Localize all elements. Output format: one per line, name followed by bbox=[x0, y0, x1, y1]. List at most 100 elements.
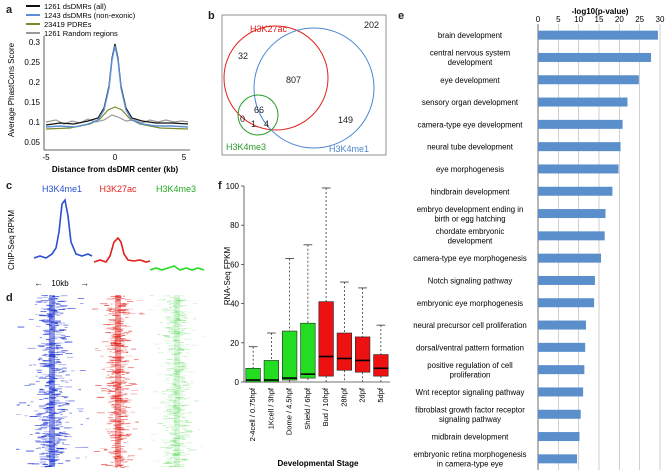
heatmap-cell bbox=[55, 323, 58, 325]
heatmap-cell bbox=[119, 409, 127, 411]
heatmap-cell bbox=[178, 392, 183, 394]
heatmap-cell bbox=[175, 333, 181, 334]
heatmap-cell bbox=[175, 390, 183, 392]
heatmap-cell bbox=[51, 302, 59, 304]
venn-label-h3k27ac: H3K27ac bbox=[250, 24, 288, 34]
heatmap-cell bbox=[36, 394, 44, 395]
heatmap-cell bbox=[55, 347, 58, 349]
heatmap-cell bbox=[114, 458, 118, 459]
heatmap-cell bbox=[133, 359, 139, 361]
heatmap-cell bbox=[57, 419, 60, 421]
heatmap-cell bbox=[101, 368, 106, 370]
heatmap-cell bbox=[163, 410, 170, 412]
heatmap-cell bbox=[119, 414, 122, 415]
heatmap-cell bbox=[59, 312, 64, 314]
heatmap-cell bbox=[166, 410, 169, 411]
heatmap-cell bbox=[121, 400, 127, 402]
heatmap-cell bbox=[116, 334, 122, 336]
heatmap-cell bbox=[121, 346, 129, 348]
heatmap-cell bbox=[163, 415, 169, 417]
heatmap-cell bbox=[175, 449, 184, 451]
heatmap-cell bbox=[59, 305, 68, 307]
heatmap-cell bbox=[180, 315, 188, 317]
heatmap-cell bbox=[172, 382, 176, 384]
ytick-label: 0.3 bbox=[29, 38, 41, 47]
category-label: embryonic eye morphogenesis bbox=[417, 299, 523, 308]
heatmap-cell bbox=[109, 400, 114, 402]
heatmap-cell bbox=[109, 369, 114, 371]
heatmap-cell bbox=[173, 444, 181, 446]
heatmap-cell bbox=[172, 400, 178, 402]
heatmap-cell bbox=[182, 298, 186, 300]
heatmap-cell bbox=[180, 325, 185, 327]
heatmap-cell bbox=[55, 388, 62, 390]
heatmap-cell bbox=[59, 432, 64, 434]
heatmap-cell bbox=[62, 380, 68, 382]
heatmap-cell bbox=[173, 441, 176, 443]
heatmap-cell bbox=[109, 419, 116, 421]
heatmap-cell bbox=[38, 358, 43, 360]
heatmap-cell bbox=[121, 432, 125, 434]
heatmap-cell bbox=[108, 423, 112, 424]
heatmap-cell bbox=[181, 314, 186, 316]
heatmap-cell bbox=[112, 357, 115, 359]
heatmap-cell bbox=[174, 415, 183, 417]
heatmap-cell bbox=[110, 334, 116, 336]
heatmap-cell bbox=[126, 399, 132, 401]
heatmap-cell bbox=[64, 421, 70, 423]
heatmap-cell bbox=[24, 385, 31, 386]
heatmap-cell bbox=[176, 299, 183, 301]
heatmap-cell bbox=[188, 412, 193, 414]
heatmap-cell bbox=[112, 356, 116, 358]
heatmap-cell bbox=[181, 368, 185, 370]
scale-bar: ← 10kb → bbox=[34, 278, 89, 288]
heatmap-cell bbox=[164, 336, 170, 337]
heatmap-cell bbox=[118, 383, 123, 385]
heatmap-cell bbox=[112, 298, 121, 300]
heatmap-cell bbox=[172, 454, 180, 456]
heatmap-cell bbox=[112, 421, 121, 423]
heatmap-cell bbox=[30, 401, 34, 403]
heatmap-cell bbox=[115, 345, 124, 346]
xtick-label: 2dpf bbox=[358, 387, 367, 403]
heatmap-cell bbox=[103, 449, 108, 451]
panel-letter-d: d bbox=[6, 292, 13, 304]
heatmap-cell bbox=[115, 296, 122, 298]
heatmap-cell bbox=[125, 325, 131, 327]
heatmap-cell bbox=[109, 397, 116, 399]
heatmap-cell bbox=[118, 323, 124, 325]
venn-circle-h3k27ac bbox=[223, 25, 329, 131]
heatmap-cell bbox=[117, 311, 121, 313]
heatmap-cell bbox=[41, 363, 47, 365]
heatmap-cell bbox=[112, 400, 119, 402]
venn-count-all-three: 66 bbox=[254, 105, 264, 115]
heatmap-cell bbox=[39, 462, 46, 464]
heatmap-cell bbox=[42, 360, 46, 361]
heatmap-cell bbox=[191, 344, 199, 346]
heatmap-cell bbox=[44, 456, 51, 458]
heatmap-cell bbox=[118, 306, 126, 308]
heatmap-cell bbox=[113, 343, 122, 344]
heatmap-cell bbox=[42, 349, 48, 351]
heatmap-cell bbox=[181, 355, 189, 357]
heatmap-cell bbox=[112, 385, 120, 387]
venn-count-k27ac-only: 32 bbox=[238, 51, 248, 61]
xtick-label: -5 bbox=[42, 153, 50, 162]
heatmap-cell bbox=[175, 319, 181, 320]
heatmap-cell bbox=[120, 419, 125, 421]
heatmap-cell bbox=[171, 434, 177, 435]
heatmap-cell bbox=[177, 403, 182, 405]
heatmap-cell bbox=[166, 343, 169, 344]
heatmap-cell bbox=[126, 355, 133, 357]
heatmap-cell bbox=[54, 343, 61, 345]
heatmap-cell bbox=[177, 314, 181, 316]
heatmap-cell bbox=[100, 355, 104, 357]
heatmap-cell bbox=[42, 360, 50, 362]
heatmap-cell bbox=[119, 386, 124, 388]
heatmap-cell bbox=[157, 351, 165, 353]
heatmap-cell bbox=[170, 428, 175, 430]
heatmap-cell bbox=[117, 398, 124, 400]
heatmap-cell bbox=[118, 371, 121, 373]
heatmap-cell bbox=[166, 351, 172, 353]
heatmap-cell bbox=[109, 390, 116, 392]
